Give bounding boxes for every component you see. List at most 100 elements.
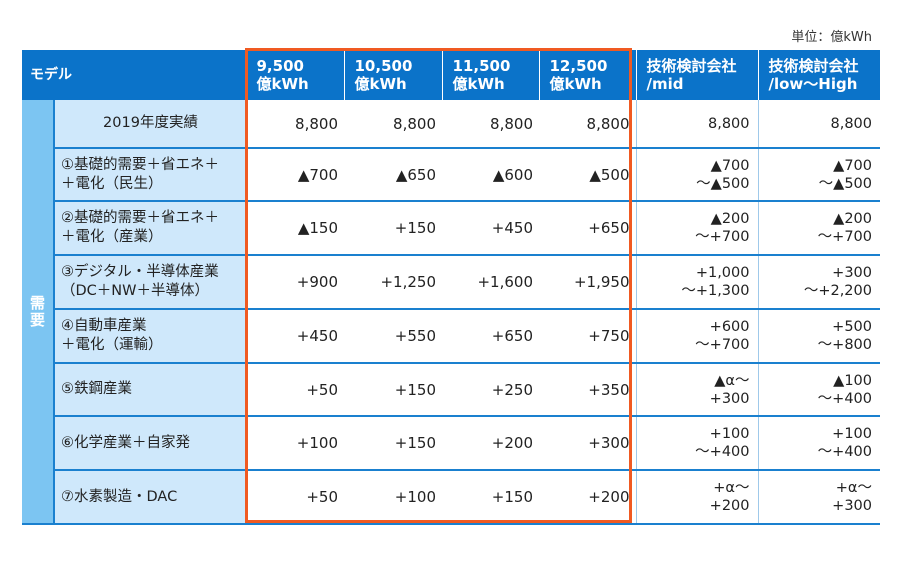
row-label-text: ②基礎的需要＋省エネ＋ ＋電化（産業） [61, 210, 219, 245]
table-cell-value: ▲650 [344, 148, 442, 202]
table-cell-tech-mid: +1,000 ～+1,300 [635, 255, 758, 310]
table-cell-value: 8,800 [344, 100, 442, 149]
tech-range-text: +α～ +200 [709, 480, 750, 514]
table-cell-tech-mid: +100 ～+400 [635, 416, 758, 471]
row-label-text: ⑥化学産業＋自家発 [61, 434, 190, 451]
tech-range-text: 8,800 [830, 115, 872, 132]
table-cell-value: +1,950 [539, 255, 636, 310]
table-row: ⑦水素製造・DAC +50 +100 +150 +200 +α～ +200 +α～ +300 [22, 470, 880, 525]
table-cell-value: +300 [539, 416, 636, 471]
tech-range-text: ▲700 ～▲500 [696, 157, 750, 192]
tech-range-text: 8,800 [707, 115, 750, 132]
tech-range-text: ▲100 ～+400 [817, 372, 872, 407]
table-cell-value: +150 [442, 470, 539, 525]
table-cell-value: +650 [539, 201, 636, 256]
table-row: ③デジタル・半導体産業 （DC＋NW＋半導体） +900 +1,250 +1,600 +… [22, 255, 880, 310]
header-col-11500: 11,500 億kWh [442, 50, 540, 100]
row-label-text: ④自動車産業 ＋電化（運輸） [61, 318, 163, 353]
table-cell-tech-mid: ▲α～ +300 [635, 363, 758, 417]
tech-range-text: +100 ～+400 [817, 426, 872, 460]
tech-range-text: ▲200 ～+700 [695, 211, 750, 245]
unit-label: 単位：億kWh [791, 30, 872, 45]
header-tech-low-high: 技術検討会社 /low～High [758, 50, 881, 100]
row-label: ⑤鉄鋼産業 [53, 363, 246, 417]
table-cell-value: +550 [344, 309, 442, 364]
header-model: モデル [22, 50, 247, 100]
header-tech-mid-label: 技術検討会社 /mid [646, 57, 737, 93]
table-cell-tech-low-high: +100 ～+400 [757, 416, 880, 471]
table-cell-value: ▲600 [442, 148, 539, 202]
table-row: ②基礎的需要＋省エネ＋ ＋電化（産業） ▲150 +150 +450 +650 ▲200 … [22, 201, 880, 256]
row-label-text: 2019年度実績 [103, 115, 198, 131]
table-cell-tech-mid: +600 ～+700 [635, 309, 758, 364]
table-cell-tech-mid: ▲700 ～▲500 [635, 148, 758, 202]
table-cell-tech-low-high: +α～ +300 [757, 470, 880, 525]
table-cell-tech-low-high: ▲700 ～▲500 [757, 148, 880, 202]
table-cell-value: 8,800 [442, 100, 539, 149]
table-cell-tech-low-high: 8,800 [757, 100, 880, 149]
table-cell-value: +200 [539, 470, 636, 525]
table-cell-value: +900 [246, 255, 344, 310]
side-label-demand: 需 要 [22, 100, 54, 525]
tech-range-text: ▲α～ +300 [709, 372, 750, 407]
table-cell-value: +150 [344, 363, 442, 417]
row-label-text: ⑤鉄鋼産業 [61, 381, 132, 397]
table-cell-value: +350 [539, 363, 636, 417]
row-label: ④自動車産業 ＋電化（運輸） [53, 309, 246, 364]
header-col-12500: 12,500 億kWh [539, 50, 637, 100]
table-cell-value: +100 [344, 470, 442, 525]
demand-table: モデル 9,500 億kWh 10,500 億kWh 11,500 億kWh 1… [22, 50, 881, 525]
side-label-text: 需 要 [29, 293, 45, 329]
table-cell-value: +650 [442, 309, 539, 364]
row-label: ①基礎的需要＋省エネ＋ ＋電化（民生） [53, 148, 246, 202]
row-label: ②基礎的需要＋省エネ＋ ＋電化（産業） [53, 201, 246, 256]
table-cell-value: 8,800 [246, 100, 344, 149]
row-label: 2019年度実績 [53, 100, 246, 149]
table-cell-value: +450 [246, 309, 344, 364]
header-row: モデル 9,500 億kWh 10,500 億kWh 11,500 億kWh 1… [22, 50, 881, 100]
table-cell-tech-low-high: ▲200 ～+700 [757, 201, 880, 256]
header-col-10500-label: 10,500 億kWh [354, 57, 413, 93]
row-label: ③デジタル・半導体産業 （DC＋NW＋半導体） [53, 255, 246, 310]
table-cell-value: +150 [344, 416, 442, 471]
table-cell-value: +50 [246, 363, 344, 417]
header-col-12500-label: 12,500 億kWh [549, 57, 608, 93]
table-row: 需 要 2019年度実績 8,800 8,800 8,800 8,800 8,800 8,80… [22, 100, 880, 525]
header-tech-mid: 技術検討会社 /mid [636, 50, 759, 100]
table-cell-value: ▲150 [246, 201, 344, 256]
header-col-9500-label: 9,500 億kWh [256, 57, 309, 93]
table-cell-tech-low-high: +500 ～+800 [757, 309, 880, 364]
table-row: ⑤鉄鋼産業 +50 +150 +250 +350 ▲α～ +300 ▲100 ～+400 [22, 363, 880, 417]
table-cell-value: +200 [442, 416, 539, 471]
table-cell-value: +250 [442, 363, 539, 417]
table-cell-value: +1,250 [344, 255, 442, 310]
row-label-text: ⑦水素製造・DAC [61, 488, 178, 505]
tech-range-text: +100 ～+400 [695, 426, 750, 460]
tech-range-text: +500 ～+800 [817, 319, 872, 353]
table-cell-value: +100 [246, 416, 344, 471]
table-row: ④自動車産業 ＋電化（運輸） +450 +550 +650 +750 +600 ～+700… [22, 309, 880, 364]
tech-range-text: ▲700 ～▲500 [818, 157, 872, 192]
table-cell-value: +1,600 [442, 255, 539, 310]
table-cell-value: +150 [344, 201, 442, 256]
header-col-11500-label: 11,500 億kWh [452, 57, 511, 93]
table-cell-value: +450 [442, 201, 539, 256]
table-cell-tech-mid: +α～ +200 [635, 470, 758, 525]
table-cell-tech-mid: 8,800 [635, 100, 758, 149]
row-label-text: ①基礎的需要＋省エネ＋ ＋電化（民生） [61, 156, 219, 192]
table-cell-value: 8,800 [539, 100, 636, 149]
tech-range-text: +600 ～+700 [695, 319, 750, 353]
table-row: ⑥化学産業＋自家発 +100 +150 +200 +300 +100 ～+400 +100 … [22, 416, 880, 471]
row-label: ⑦水素製造・DAC [53, 470, 246, 525]
header-col-10500: 10,500 億kWh [344, 50, 443, 100]
table-cell-value: +750 [539, 309, 636, 364]
tech-range-text: +300 ～+2,200 [803, 265, 872, 299]
header-tech-low-high-label: 技術検討会社 /low～High [768, 57, 859, 93]
table-cell-value: +50 [246, 470, 344, 525]
table-cell-value: ▲700 [246, 148, 344, 202]
table-cell-tech-low-high: +300 ～+2,200 [757, 255, 880, 310]
table-cell-tech-low-high: ▲100 ～+400 [757, 363, 880, 417]
tech-range-text: ▲200 ～+700 [817, 211, 872, 245]
tech-range-text: +α～ +300 [832, 480, 872, 514]
tech-range-text: +1,000 ～+1,300 [681, 265, 750, 299]
